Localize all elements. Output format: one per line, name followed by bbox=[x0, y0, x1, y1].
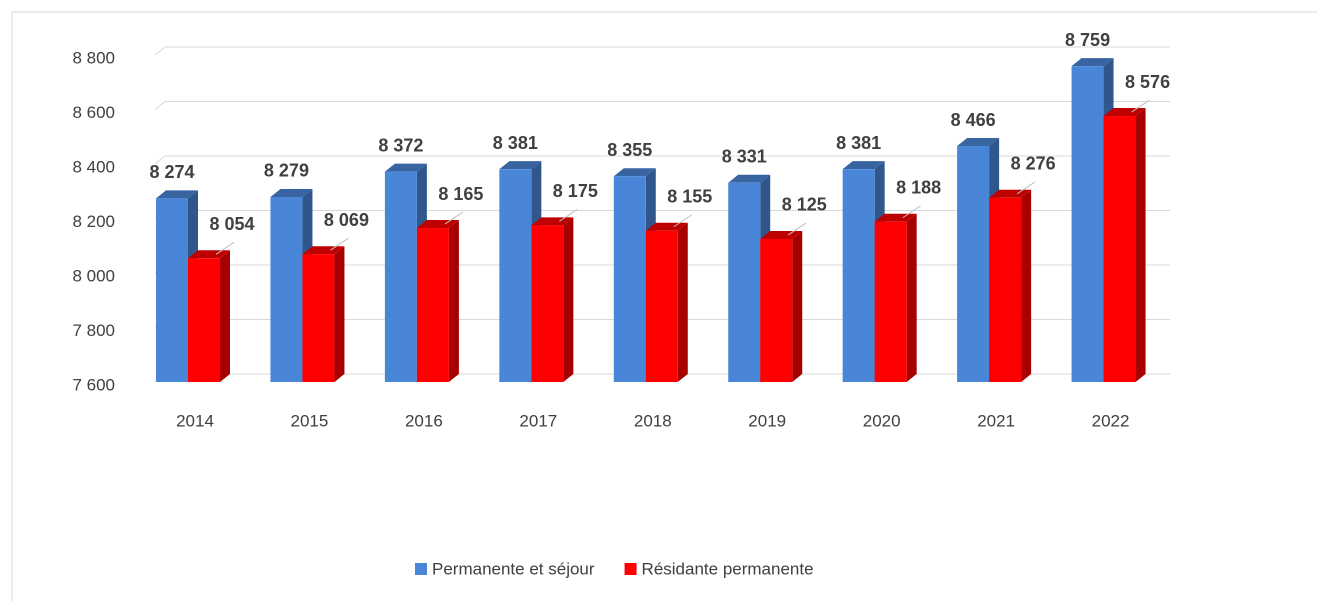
legend-swatch bbox=[624, 563, 637, 575]
bar-side bbox=[563, 217, 574, 382]
value-label: 8 576 bbox=[1125, 72, 1170, 92]
value-label: 8 188 bbox=[896, 178, 941, 198]
leader-line bbox=[1016, 181, 1036, 195]
bar-top bbox=[957, 138, 1000, 147]
value-label: 8 279 bbox=[264, 161, 309, 181]
x-tick-label: 2022 bbox=[1092, 411, 1130, 430]
bar-front bbox=[302, 254, 335, 382]
bar-front bbox=[842, 169, 875, 382]
value-label: 8 381 bbox=[493, 133, 538, 153]
value-label: 8 155 bbox=[667, 187, 712, 207]
bar-side bbox=[792, 230, 803, 382]
bar-side bbox=[1135, 108, 1146, 382]
bar-front bbox=[957, 146, 990, 382]
bar-front bbox=[499, 169, 532, 382]
x-tick-label: 2015 bbox=[291, 411, 329, 430]
grid-line-depth bbox=[154, 101, 166, 110]
y-tick-label: 8 000 bbox=[72, 266, 115, 285]
value-label: 8 069 bbox=[324, 210, 369, 230]
grid-line-depth bbox=[154, 155, 166, 165]
bar bbox=[188, 250, 230, 382]
y-tick-label: 7 800 bbox=[72, 321, 115, 340]
legend-label: Résidante permanente bbox=[642, 559, 814, 578]
value-label: 8 274 bbox=[149, 162, 194, 182]
y-tick-label: 8 200 bbox=[72, 212, 115, 231]
bar-front bbox=[728, 182, 761, 382]
bar-front bbox=[531, 225, 564, 382]
leader-line bbox=[673, 214, 693, 228]
leader-line bbox=[444, 211, 464, 225]
leader-line bbox=[215, 241, 235, 255]
bar bbox=[874, 213, 917, 382]
bar bbox=[302, 246, 345, 382]
legend-swatch bbox=[415, 563, 427, 575]
bar-top bbox=[499, 161, 542, 170]
bar-front bbox=[188, 258, 220, 382]
bar-front bbox=[613, 176, 646, 382]
bar bbox=[989, 189, 1032, 382]
leader-line bbox=[787, 222, 807, 236]
bar-front bbox=[416, 228, 449, 382]
leader-line bbox=[902, 205, 921, 219]
x-tick-label: 2019 bbox=[748, 411, 786, 430]
chart-frame bbox=[11, 11, 1317, 601]
value-label: 8 175 bbox=[553, 181, 598, 201]
grid-line-depth bbox=[154, 46, 166, 56]
value-label: 8 165 bbox=[438, 184, 483, 204]
bar bbox=[645, 222, 688, 382]
bar-front bbox=[1071, 66, 1104, 383]
bar-side bbox=[220, 250, 230, 382]
bar-side bbox=[448, 220, 459, 382]
value-label: 8 125 bbox=[782, 195, 827, 215]
bar-top bbox=[1071, 58, 1114, 67]
bar-top bbox=[842, 161, 885, 170]
x-tick-label: 2014 bbox=[176, 411, 214, 430]
value-label: 8 466 bbox=[951, 110, 996, 130]
bar bbox=[760, 230, 803, 382]
bar bbox=[531, 217, 574, 382]
x-tick-label: 2018 bbox=[634, 411, 672, 430]
y-tick-label: 8 800 bbox=[72, 48, 115, 67]
bar-side bbox=[677, 222, 688, 382]
value-label: 8 276 bbox=[1011, 154, 1056, 174]
value-label: 8 331 bbox=[722, 147, 767, 167]
bar-side bbox=[1021, 189, 1032, 382]
y-tick-label: 8 400 bbox=[72, 157, 115, 176]
bar-front bbox=[645, 230, 678, 382]
leader-line bbox=[559, 208, 578, 222]
x-tick-label: 2021 bbox=[977, 411, 1015, 430]
value-label: 8 381 bbox=[836, 133, 881, 153]
value-label: 8 054 bbox=[209, 214, 254, 234]
x-tick-label: 2017 bbox=[519, 411, 557, 430]
bar-top bbox=[270, 188, 313, 197]
bar-top bbox=[156, 190, 198, 199]
bar-side bbox=[334, 246, 345, 382]
bar-front bbox=[156, 198, 188, 382]
bar-front bbox=[384, 171, 417, 382]
y-tick-label: 7 600 bbox=[72, 375, 115, 394]
bar-front bbox=[270, 196, 303, 382]
value-label: 8 372 bbox=[378, 135, 423, 155]
bar-front bbox=[874, 221, 907, 382]
x-tick-label: 2016 bbox=[405, 411, 443, 430]
bar-front bbox=[760, 238, 793, 382]
legend-label: Permanente et séjour bbox=[432, 559, 595, 578]
bar bbox=[1103, 108, 1146, 382]
leader-line bbox=[330, 237, 349, 251]
bar-top bbox=[728, 174, 771, 183]
x-tick-label: 2020 bbox=[863, 411, 901, 430]
bar bbox=[416, 220, 459, 382]
bar-front bbox=[1103, 116, 1136, 382]
value-label: 8 759 bbox=[1065, 30, 1110, 50]
bar-top bbox=[613, 168, 656, 177]
bar-top bbox=[384, 163, 427, 172]
value-label: 8 355 bbox=[607, 140, 652, 160]
leader-line bbox=[1131, 99, 1150, 113]
bar-front bbox=[989, 197, 1022, 382]
bar-side bbox=[906, 213, 917, 382]
bar bbox=[613, 168, 656, 382]
y-tick-label: 8 600 bbox=[72, 103, 115, 122]
